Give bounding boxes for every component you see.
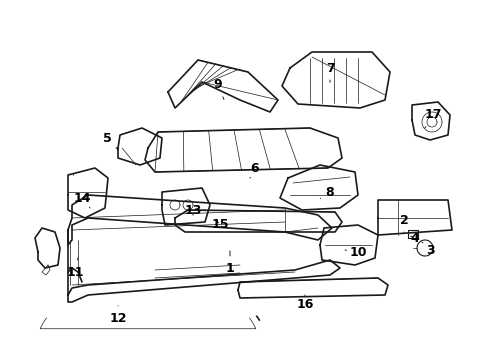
Text: 11: 11 xyxy=(66,258,84,279)
Text: 6: 6 xyxy=(250,162,259,178)
Text: 2: 2 xyxy=(400,213,408,232)
Text: 12: 12 xyxy=(109,306,127,324)
Text: 9: 9 xyxy=(214,78,224,99)
Text: 10: 10 xyxy=(345,246,367,258)
Text: 16: 16 xyxy=(296,295,314,311)
Text: 14: 14 xyxy=(73,192,91,208)
Text: 8: 8 xyxy=(320,185,334,198)
Text: 3: 3 xyxy=(422,242,434,256)
Text: 1: 1 xyxy=(225,251,234,274)
Text: 4: 4 xyxy=(411,231,419,244)
Text: 15: 15 xyxy=(211,219,229,231)
Text: 13: 13 xyxy=(184,203,202,216)
Text: 17: 17 xyxy=(424,108,442,128)
Text: 7: 7 xyxy=(326,62,334,82)
Text: 5: 5 xyxy=(102,131,118,150)
